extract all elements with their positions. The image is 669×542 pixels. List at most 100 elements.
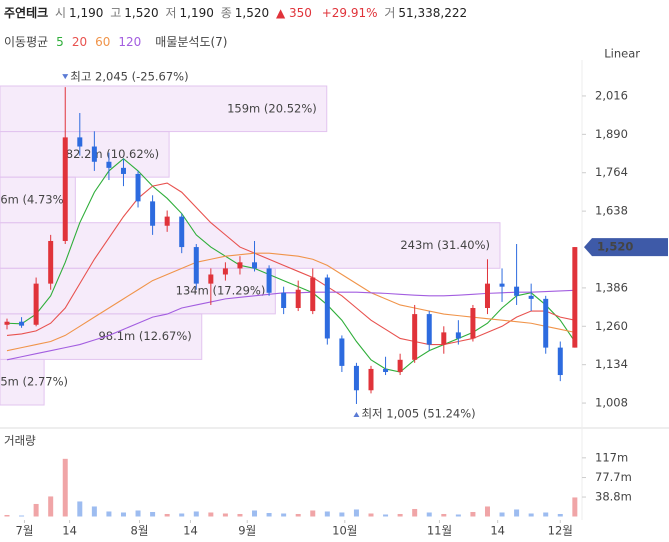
candle-body [281, 292, 287, 309]
volume-bar [208, 512, 214, 517]
volume-bar [164, 513, 170, 517]
y-tick-label: 1,386 [595, 280, 628, 294]
candle-body [295, 289, 301, 309]
volume-bar [353, 509, 359, 517]
scale-mode[interactable]: Linear [604, 47, 640, 61]
profile-title: 매물분석도(7) [155, 35, 228, 49]
change: ▲ 350 [275, 6, 312, 20]
annotation: 최저 1,005 (51.24%) [361, 406, 475, 420]
candle-body [499, 283, 505, 287]
stock-name: 주연테크 [4, 6, 49, 20]
volume-bar [484, 506, 490, 517]
candle-body [484, 283, 490, 309]
candle-body [310, 277, 316, 312]
candle-body [397, 359, 403, 372]
volume-bar [281, 513, 287, 517]
annotation: 최고 2,045 (-25.67%) [70, 70, 188, 84]
candle-body [266, 268, 272, 293]
candle-body [4, 321, 10, 325]
x-tick-label: 12월 [548, 524, 573, 538]
volume-bar [543, 512, 549, 517]
x-tick-label: 8월 [131, 524, 149, 538]
profile-label: 82.2m (10.62%) [66, 147, 159, 161]
candle-body [572, 247, 578, 348]
quote-value: 1,190 [179, 6, 214, 20]
quote-label: 고 [110, 6, 122, 20]
volume-bar [106, 511, 112, 517]
volume-bar [77, 501, 83, 517]
candle-body [120, 167, 126, 174]
ma-line [6, 182, 575, 346]
candle-body [557, 347, 563, 376]
volume-bar [62, 458, 68, 517]
marker [353, 411, 360, 417]
y-tick-label: 77.7m [595, 470, 632, 484]
candle-body [150, 201, 156, 226]
volume-bar [237, 513, 243, 517]
candle-body [514, 286, 520, 296]
y-tick-label: 1,890 [595, 127, 628, 141]
volume-bar [383, 514, 389, 517]
candle-body [339, 338, 345, 366]
x-tick-label: 9월 [238, 524, 256, 538]
ma-line [6, 289, 575, 361]
candle-body [48, 240, 54, 284]
quote-value: 1,520 [234, 6, 270, 20]
y-tick-label: 1,764 [595, 165, 628, 179]
y-tick-label: 2,016 [595, 88, 628, 102]
candle-body [208, 274, 214, 284]
legend: 이동평균 5 20 60 120 매물분석도(7) [4, 33, 231, 50]
ma-line [6, 157, 576, 373]
profile-label: 6.6m (4.73%) [0, 192, 68, 206]
volume-bar [441, 513, 447, 517]
volume-bar [222, 513, 228, 517]
profile-bar [0, 131, 170, 178]
volume-bar [412, 508, 418, 517]
volume-bar [557, 513, 563, 517]
quote-label: 종 [220, 6, 232, 20]
volume-bar [91, 506, 97, 517]
quote-label: 시 [55, 6, 67, 20]
candle-body [106, 161, 112, 168]
header: 주연테크 시 1,190 고 1,520 저 1,190 종 1,520 ▲ 350 +… [4, 4, 470, 21]
volume-bar [120, 512, 126, 517]
x-tick-label: 10월 [332, 524, 357, 538]
candle-body [33, 283, 39, 325]
volume-bar [266, 512, 272, 517]
volume-title: 거래량 [4, 434, 36, 448]
volume-bar [135, 510, 141, 517]
legend-entry[interactable]: 5 [56, 35, 64, 49]
candle-body [528, 295, 534, 299]
x-tick-label: 14 [62, 524, 77, 538]
change-value: 350 [288, 6, 312, 20]
volume-bar [19, 515, 25, 517]
volume-bar [368, 513, 374, 517]
x-tick-label: 14 [183, 524, 198, 538]
ma-legend: 5 20 60 120 [52, 35, 145, 49]
y-tick-label: 1,008 [595, 396, 628, 410]
volume-bar [48, 496, 54, 517]
x-tick-label: 11월 [427, 524, 452, 538]
legend-entry[interactable]: 60 [95, 35, 111, 49]
legend-entry[interactable]: 20 [71, 35, 88, 49]
volume-bar [295, 513, 301, 517]
candle-body [470, 308, 476, 339]
volume-label: 거 [384, 6, 396, 20]
volume-bar [179, 513, 185, 517]
x-tick-label: 7월 [16, 524, 34, 538]
candle-body [324, 277, 330, 339]
candle-body [426, 314, 432, 345]
legend-entry[interactable]: 120 [118, 35, 142, 49]
price-tag [584, 238, 668, 257]
candle-body [91, 146, 97, 162]
x-tick-label: 14 [490, 524, 505, 538]
volume-bar [455, 514, 461, 517]
ma-title: 이동평균 [4, 35, 49, 49]
volume-bar [4, 514, 10, 517]
profile-label: 159m (20.52%) [227, 101, 317, 115]
quote-label: 저 [165, 6, 177, 20]
volume-bar [426, 512, 432, 517]
profile-bar [0, 222, 501, 269]
candle-body [77, 137, 83, 147]
